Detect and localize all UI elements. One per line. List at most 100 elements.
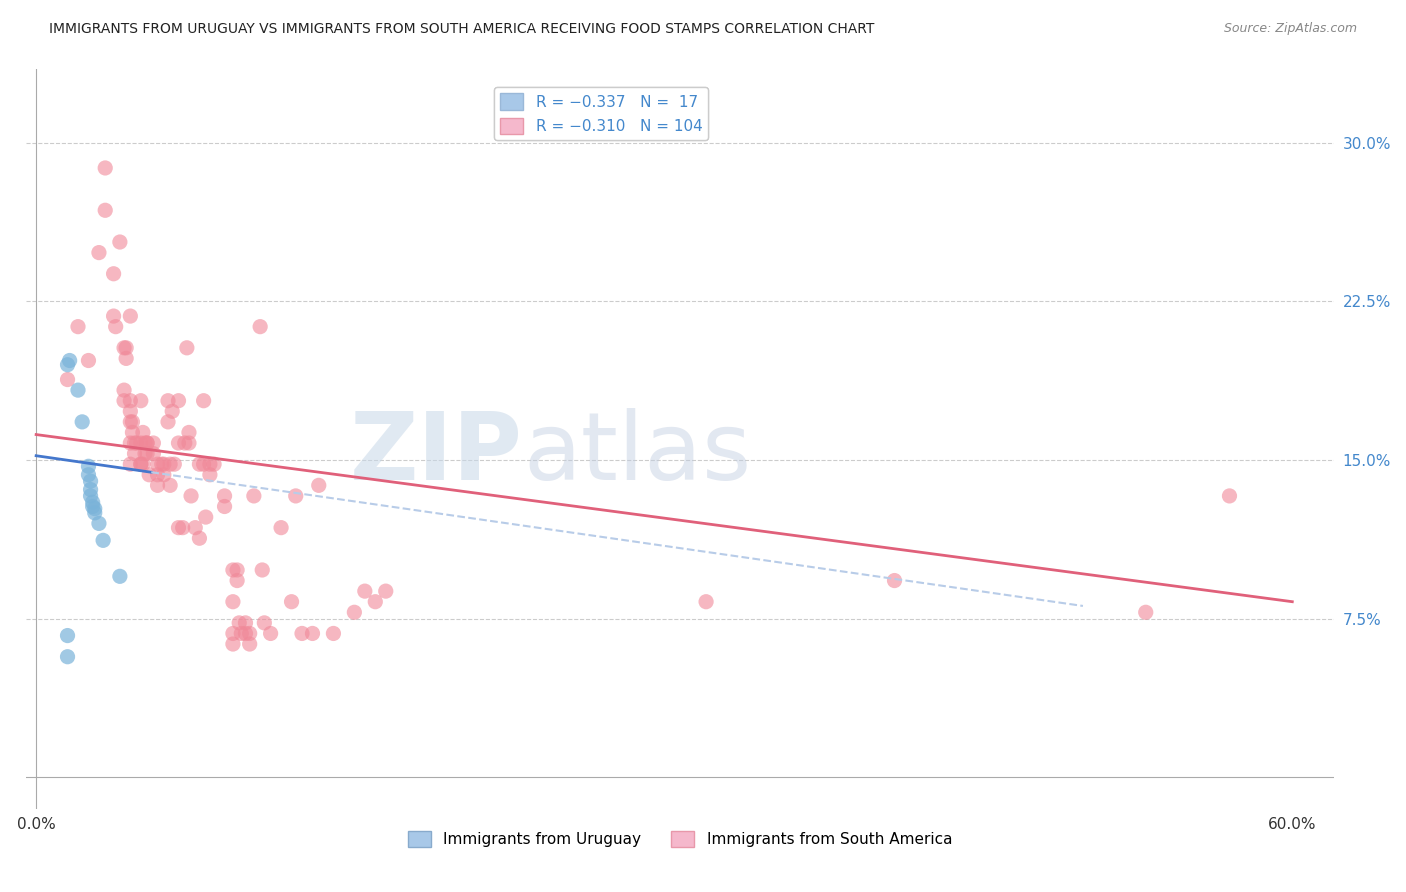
Point — [177, 436, 200, 450]
Point — [159, 457, 181, 471]
Text: IMMIGRANTS FROM URUGUAY VS IMMIGRANTS FROM SOUTH AMERICA RECEIVING FOOD STAMPS C: IMMIGRANTS FROM URUGUAY VS IMMIGRANTS FR… — [49, 22, 875, 37]
Point — [77, 467, 100, 482]
Point — [136, 436, 159, 450]
Point — [193, 393, 215, 408]
Point — [103, 309, 125, 323]
Point — [231, 626, 253, 640]
Point — [121, 415, 143, 429]
Point — [146, 457, 169, 471]
Point — [157, 415, 180, 429]
Point — [120, 404, 142, 418]
Point — [82, 500, 104, 514]
Point — [235, 626, 257, 640]
Point — [108, 569, 131, 583]
Point — [153, 467, 176, 482]
Point — [120, 436, 142, 450]
Point — [146, 478, 169, 492]
Point — [120, 457, 142, 471]
Point — [301, 626, 323, 640]
Point — [79, 474, 101, 488]
Point — [291, 626, 314, 640]
Point — [56, 629, 79, 643]
Point — [87, 516, 110, 531]
Point — [115, 351, 138, 366]
Point — [115, 341, 138, 355]
Text: atlas: atlas — [523, 408, 751, 500]
Point — [188, 457, 211, 471]
Point — [146, 467, 169, 482]
Legend: R = −0.337   N =  17, R = −0.310   N = 104: R = −0.337 N = 17, R = −0.310 N = 104 — [495, 87, 709, 140]
Point — [159, 478, 181, 492]
Point — [180, 489, 202, 503]
Point — [226, 563, 249, 577]
Point — [239, 637, 262, 651]
Point — [79, 489, 101, 503]
Point — [136, 447, 159, 461]
Point — [226, 574, 249, 588]
Point — [157, 393, 180, 408]
Point — [214, 500, 236, 514]
Point — [120, 309, 142, 323]
Point — [252, 563, 274, 577]
Point — [112, 383, 135, 397]
Point — [66, 319, 89, 334]
Point — [87, 245, 110, 260]
Point — [284, 489, 307, 503]
Point — [308, 478, 330, 492]
Point — [322, 626, 344, 640]
Point — [108, 235, 131, 249]
Point — [138, 467, 160, 482]
Point — [94, 161, 117, 175]
Point — [77, 459, 100, 474]
Point — [94, 203, 117, 218]
Point — [222, 563, 245, 577]
Point — [132, 457, 155, 471]
Point — [184, 521, 207, 535]
Point — [112, 341, 135, 355]
Point — [56, 358, 79, 372]
Point — [214, 489, 236, 503]
Point — [173, 436, 195, 450]
Point — [129, 457, 152, 471]
Point — [129, 457, 152, 471]
Point — [163, 457, 186, 471]
Point — [134, 447, 156, 461]
Point — [132, 425, 155, 440]
Point — [222, 637, 245, 651]
Point — [883, 574, 905, 588]
Point — [193, 457, 215, 471]
Point — [1218, 489, 1240, 503]
Point — [134, 436, 156, 450]
Point — [270, 521, 292, 535]
Point — [353, 584, 375, 599]
Point — [83, 506, 105, 520]
Text: Source: ZipAtlas.com: Source: ZipAtlas.com — [1223, 22, 1357, 36]
Text: ZIP: ZIP — [350, 408, 523, 500]
Point — [120, 415, 142, 429]
Point — [136, 436, 159, 450]
Point — [125, 436, 148, 450]
Point — [77, 353, 100, 368]
Point — [82, 495, 104, 509]
Point — [142, 436, 165, 450]
Point — [120, 393, 142, 408]
Point — [695, 595, 717, 609]
Point — [153, 457, 176, 471]
Point — [91, 533, 114, 548]
Point — [235, 615, 257, 630]
Point — [188, 531, 211, 545]
Point — [150, 457, 173, 471]
Point — [70, 415, 93, 429]
Point — [249, 319, 271, 334]
Point — [172, 521, 194, 535]
Point — [202, 457, 225, 471]
Point — [124, 447, 146, 461]
Point — [364, 595, 387, 609]
Point — [124, 436, 146, 450]
Point — [253, 615, 276, 630]
Point — [103, 267, 125, 281]
Point — [343, 605, 366, 619]
Point — [1135, 605, 1157, 619]
Point — [222, 595, 245, 609]
Point — [167, 393, 190, 408]
